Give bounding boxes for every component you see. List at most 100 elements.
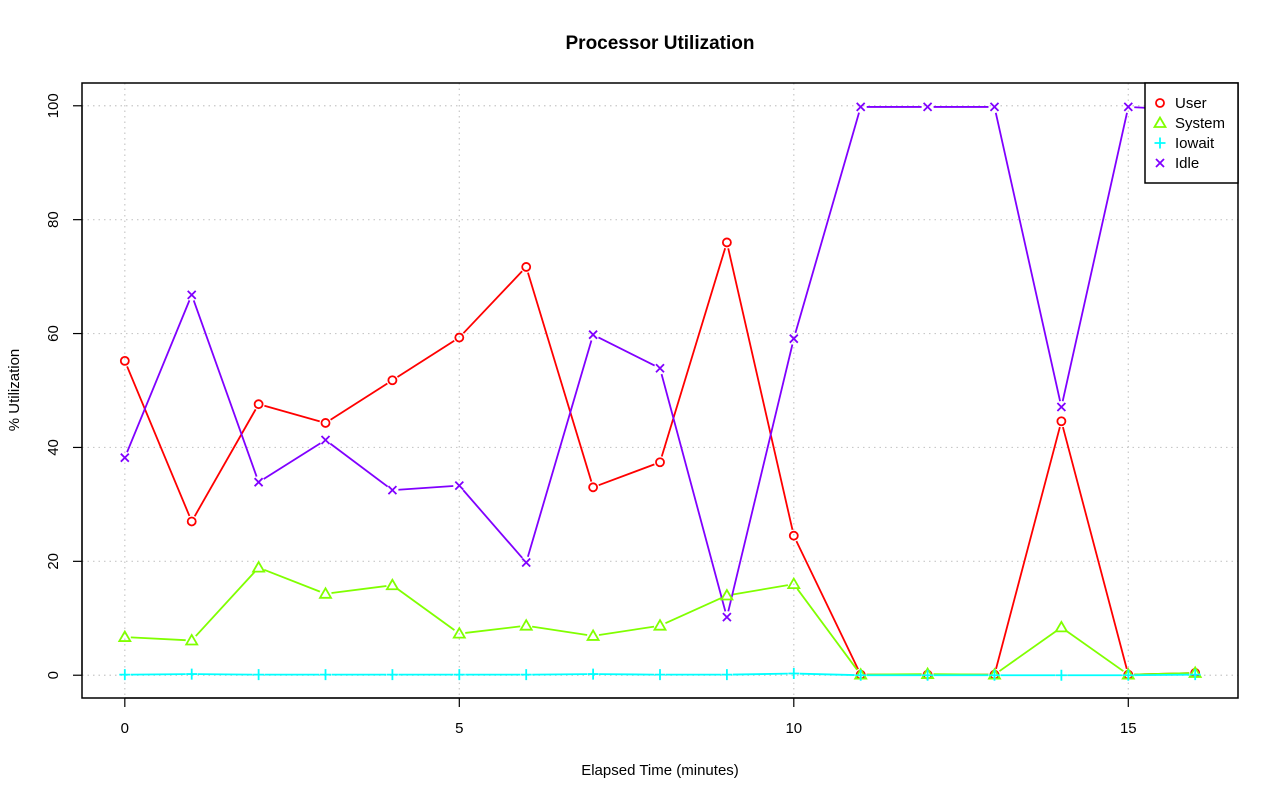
series-iowait-point — [453, 669, 465, 681]
legend-user-label: User — [1175, 95, 1207, 112]
series-system-point — [251, 560, 266, 573]
x-tick-label: 0 — [121, 720, 129, 737]
series-system-segment — [998, 630, 1058, 672]
series-system-segment — [130, 636, 186, 642]
series-iowait-point — [253, 669, 265, 681]
series-system-segment — [796, 588, 858, 671]
series-idle-segment — [660, 373, 727, 612]
series-iowait-point — [922, 669, 934, 681]
series-user-segment — [727, 248, 794, 531]
series-user-point — [454, 332, 465, 343]
series-user-segment — [795, 540, 859, 670]
series-system-segment — [531, 625, 588, 636]
series-user-segment — [598, 463, 655, 487]
series-system-point — [1054, 620, 1069, 633]
series-system-segment — [732, 584, 789, 596]
series-idle-segment — [398, 485, 454, 491]
x-axis: 0 5 10 15 — [121, 697, 1137, 737]
series-user-segment — [396, 340, 455, 378]
series-idle-segment — [329, 442, 389, 488]
series-iowait-point — [988, 669, 1000, 681]
series-idle-point — [320, 435, 331, 445]
series-user-segment — [660, 247, 727, 457]
series-iowait-point — [386, 669, 398, 681]
series-user-point — [521, 262, 532, 272]
series-idle-point — [588, 330, 598, 340]
series-idle-point — [856, 102, 866, 112]
y-tick-label: 0 — [45, 671, 62, 679]
series-user-segment — [330, 382, 388, 421]
series-user-point — [588, 482, 599, 493]
series-system-point — [385, 577, 400, 591]
legend: User System Iowait Idle — [1144, 82, 1239, 184]
series-user-point — [655, 457, 665, 468]
series-iowait-point — [1189, 669, 1201, 681]
legend-system-marker — [1152, 115, 1168, 128]
series-user-segment — [126, 366, 191, 517]
series-user-segment — [193, 408, 257, 517]
series-system-segment — [263, 568, 321, 593]
series-iowait-point — [654, 669, 666, 681]
series-iowait-point — [721, 669, 733, 681]
series-user-point — [186, 516, 197, 527]
series-idle-point — [454, 480, 464, 491]
series-idle-point — [1056, 402, 1067, 412]
x-axis-label: Elapsed Time (minutes) — [581, 762, 739, 779]
series-idle-point — [253, 477, 264, 487]
series-idle-point — [521, 557, 531, 568]
series-system-point — [786, 576, 801, 590]
series-idle-segment — [192, 300, 258, 477]
x-tick-label: 15 — [1120, 720, 1137, 737]
series-system-segment — [1065, 630, 1124, 672]
y-tick-label: 40 — [45, 439, 62, 456]
y-tick-label: 60 — [45, 325, 62, 342]
series-idle-point — [989, 102, 1000, 112]
series-iowait-point — [587, 668, 599, 680]
series-idle-segment — [994, 112, 1061, 402]
series-system-point — [452, 626, 467, 639]
series-system-segment — [598, 625, 655, 636]
series-idle-segment — [527, 340, 593, 557]
series-idle-point — [187, 290, 197, 300]
series-user-point — [320, 418, 331, 428]
y-tick-label: 100 — [45, 93, 62, 118]
series-user-segment — [462, 270, 523, 334]
series-user-point — [119, 355, 130, 366]
series-system-point — [318, 586, 333, 599]
series-user-point — [387, 375, 398, 386]
x-tick-label: 5 — [455, 720, 463, 737]
series-idle-point — [387, 485, 398, 495]
legend-idle-marker — [1155, 158, 1165, 168]
series-idle-point — [789, 334, 799, 344]
y-tick-label: 20 — [45, 553, 62, 570]
series-iowait-point — [320, 669, 332, 681]
legend-idle-label: Idle — [1175, 155, 1199, 172]
series-iowait-point — [186, 668, 198, 680]
series-user-point — [721, 237, 732, 248]
series-user-segment — [1062, 426, 1128, 670]
series-user-segment — [264, 404, 320, 423]
chart-title: Processor Utilization — [566, 33, 755, 54]
series-system-point — [184, 633, 199, 646]
series-iowait-segment — [732, 672, 788, 676]
series-iowait-point — [1122, 669, 1134, 681]
series-system-point — [652, 618, 668, 631]
series-lines — [126, 106, 1190, 677]
series-system-segment — [195, 571, 256, 637]
series-idle-segment — [1061, 112, 1128, 402]
y-tick-label: 80 — [45, 211, 62, 228]
series-iowait-point — [1055, 669, 1067, 681]
series-idle-segment — [794, 112, 860, 334]
series-idle-segment — [126, 300, 191, 453]
series-iowait-point — [788, 668, 800, 680]
series-system-point — [719, 588, 734, 601]
series-system-segment — [396, 588, 455, 631]
series-iowait-segment — [799, 672, 855, 676]
series-idle-segment — [462, 489, 523, 559]
y-axis: 0 20 40 60 80 100 — [45, 93, 83, 679]
series-idle-segment — [263, 442, 321, 480]
series-user-point — [253, 399, 264, 410]
series-system-point — [117, 629, 132, 642]
series-idle-segment — [598, 336, 656, 367]
